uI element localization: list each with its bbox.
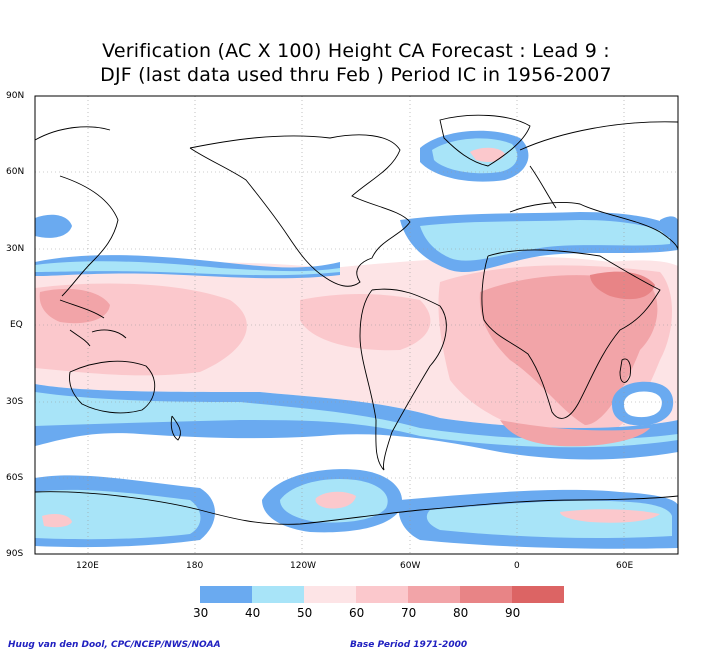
colorbar-label-70: 70 <box>401 606 417 620</box>
colorbar-swatch-40-50 <box>252 586 304 603</box>
greenland-pink <box>470 147 505 162</box>
lon-label-180: 180 <box>186 561 204 571</box>
lon-label-120e: 120E <box>76 561 99 571</box>
antarctic-light-west <box>35 489 201 540</box>
colorbar-swatch-80-90 <box>460 586 512 603</box>
lat-label-30n: 30N <box>6 244 25 254</box>
lat-label-60n: 60N <box>6 167 25 177</box>
asia-east-coast <box>35 126 119 297</box>
colorbar-label-80: 80 <box>453 606 469 620</box>
south-america-coast <box>359 288 447 471</box>
lon-label-0: 0 <box>514 561 520 571</box>
colorbar-label-60: 60 <box>349 606 365 620</box>
ne-blue-patch <box>660 216 678 239</box>
new-zealand-coast <box>170 415 181 441</box>
lon-label-60e: 60E <box>616 561 634 571</box>
colorbar <box>200 586 564 603</box>
colorbar-swatch-70-80 <box>408 586 460 603</box>
coastlines <box>35 114 678 525</box>
credit-text: Huug van den Dool, CPC/NCEP/NWS/NOAA <box>8 640 221 650</box>
africa-red <box>479 275 658 425</box>
lon-label-120w: 120W <box>290 561 317 571</box>
colorbar-swatch-50-60 <box>304 586 356 603</box>
south-pink-africa <box>500 420 650 447</box>
antarctic-pink-mid <box>315 491 356 509</box>
colorbar-label-40: 40 <box>245 606 261 620</box>
colorbar-label-30: 30 <box>193 606 209 620</box>
gridlines <box>35 96 678 554</box>
australia-coast <box>69 360 156 414</box>
colorbar-label-90: 90 <box>505 606 521 620</box>
antarctica-coast <box>35 491 678 525</box>
nw-blue-patch <box>35 214 72 238</box>
colorbar-swatch-90-100 <box>512 586 564 603</box>
base-period-text: Base Period 1971-2000 <box>350 640 468 650</box>
antarctic-pink-east <box>560 509 660 523</box>
maritime-continent-coast <box>59 299 127 347</box>
tropical-pink-mid <box>300 294 431 351</box>
lat-label-90s: 90S <box>6 549 24 559</box>
north-america-coast <box>189 134 411 287</box>
north-band-light <box>35 261 340 276</box>
madagascar-coast <box>619 358 631 383</box>
greenland-coast <box>439 114 531 167</box>
lat-label-90n: 90N <box>6 91 25 101</box>
lon-label-60w: 60W <box>400 561 421 571</box>
eurasia-coast <box>509 121 678 251</box>
lat-label-30s: 30S <box>6 397 24 407</box>
contour-field <box>35 130 678 549</box>
ring-hole <box>624 391 662 418</box>
atlantic-light <box>420 220 670 261</box>
map-title-line2: DJF (last data used thru Feb ) Period IC… <box>100 64 612 86</box>
south-band-light <box>35 392 678 448</box>
lat-label-60s: 60S <box>6 473 24 483</box>
colorbar-swatch-60-70 <box>356 586 408 603</box>
westpac-red <box>39 288 110 324</box>
map-frame <box>34 95 679 555</box>
map-title-line1: Verification (AC X 100) Height CA Foreca… <box>102 40 610 62</box>
colorbar-label-50: 50 <box>297 606 313 620</box>
africa-coast <box>481 249 661 419</box>
antarctic-pink-west <box>42 514 72 528</box>
lat-label-eq: EQ <box>10 320 23 330</box>
colorbar-swatch-30-40 <box>200 586 252 603</box>
